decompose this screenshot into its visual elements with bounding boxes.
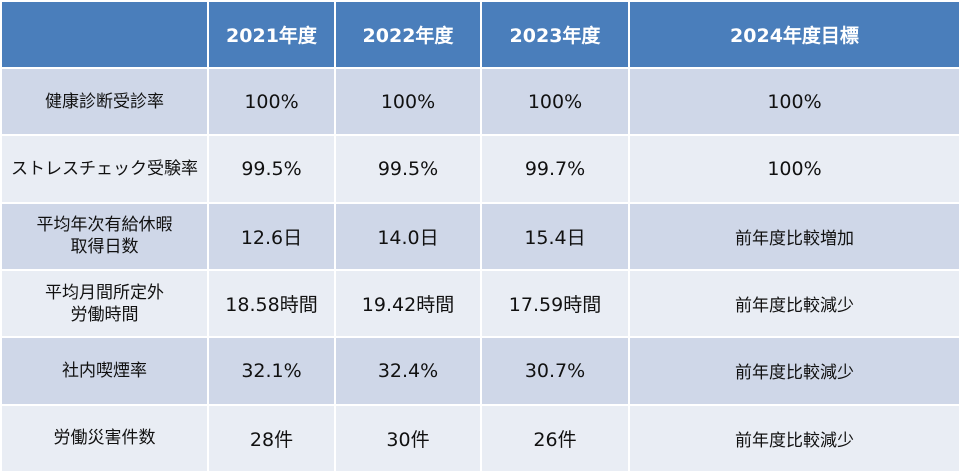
cell-2022: 14.0日 [334, 201, 482, 271]
cell-2022: 32.4% [334, 336, 482, 406]
cell-2021: 12.6日 [207, 201, 336, 271]
header-goal-2024: 2024年度目標 [628, 0, 960, 69]
cell-2023: 100% [480, 66, 630, 137]
table-row: 社内喫煙率 32.1% 32.4% 30.7% 前年度比較減少 [0, 336, 960, 406]
row-label: ストレスチェック受験率 [0, 134, 209, 204]
table-row: 平均年次有給休暇 取得日数 12.6日 14.0日 15.4日 前年度比較増加 [0, 201, 960, 271]
cell-2021: 18.58時間 [207, 268, 336, 339]
cell-goal: 100% [628, 66, 960, 137]
cell-2021: 28件 [207, 403, 336, 474]
cell-2022: 19.42時間 [334, 268, 482, 339]
header-year-2023: 2023年度 [480, 0, 630, 69]
cell-2022: 30件 [334, 403, 482, 474]
cell-2023: 15.4日 [480, 201, 630, 271]
cell-goal: 前年度比較減少 [628, 336, 960, 406]
cell-2023: 30.7% [480, 336, 630, 406]
row-label: 平均月間所定外 労働時間 [0, 268, 209, 339]
header-year-2021: 2021年度 [207, 0, 336, 69]
cell-2023: 17.59時間 [480, 268, 630, 339]
table-row: 労働災害件数 28件 30件 26件 前年度比較減少 [0, 403, 960, 474]
cell-goal: 前年度比較減少 [628, 403, 960, 474]
table-row: 健康診断受診率 100% 100% 100% 100% [0, 66, 960, 137]
cell-2021: 100% [207, 66, 336, 137]
cell-goal: 100% [628, 134, 960, 204]
row-label: 平均年次有給休暇 取得日数 [0, 201, 209, 271]
cell-2023: 99.7% [480, 134, 630, 204]
cell-goal: 前年度比較減少 [628, 268, 960, 339]
row-label: 労働災害件数 [0, 403, 209, 474]
table-row: 平均月間所定外 労働時間 18.58時間 19.42時間 17.59時間 前年度比… [0, 268, 960, 339]
cell-2023: 26件 [480, 403, 630, 474]
header-year-2022: 2022年度 [334, 0, 482, 69]
cell-2021: 32.1% [207, 336, 336, 406]
row-label: 社内喫煙率 [0, 336, 209, 406]
header-row: 2021年度 2022年度 2023年度 2024年度目標 [0, 0, 960, 69]
cell-2021: 99.5% [207, 134, 336, 204]
table-row: ストレスチェック受験率 99.5% 99.5% 99.7% 100% [0, 134, 960, 204]
header-corner [0, 0, 209, 69]
cell-2022: 99.5% [334, 134, 482, 204]
cell-goal: 前年度比較増加 [628, 201, 960, 271]
cell-2022: 100% [334, 66, 482, 137]
row-label: 健康診断受診率 [0, 66, 209, 137]
